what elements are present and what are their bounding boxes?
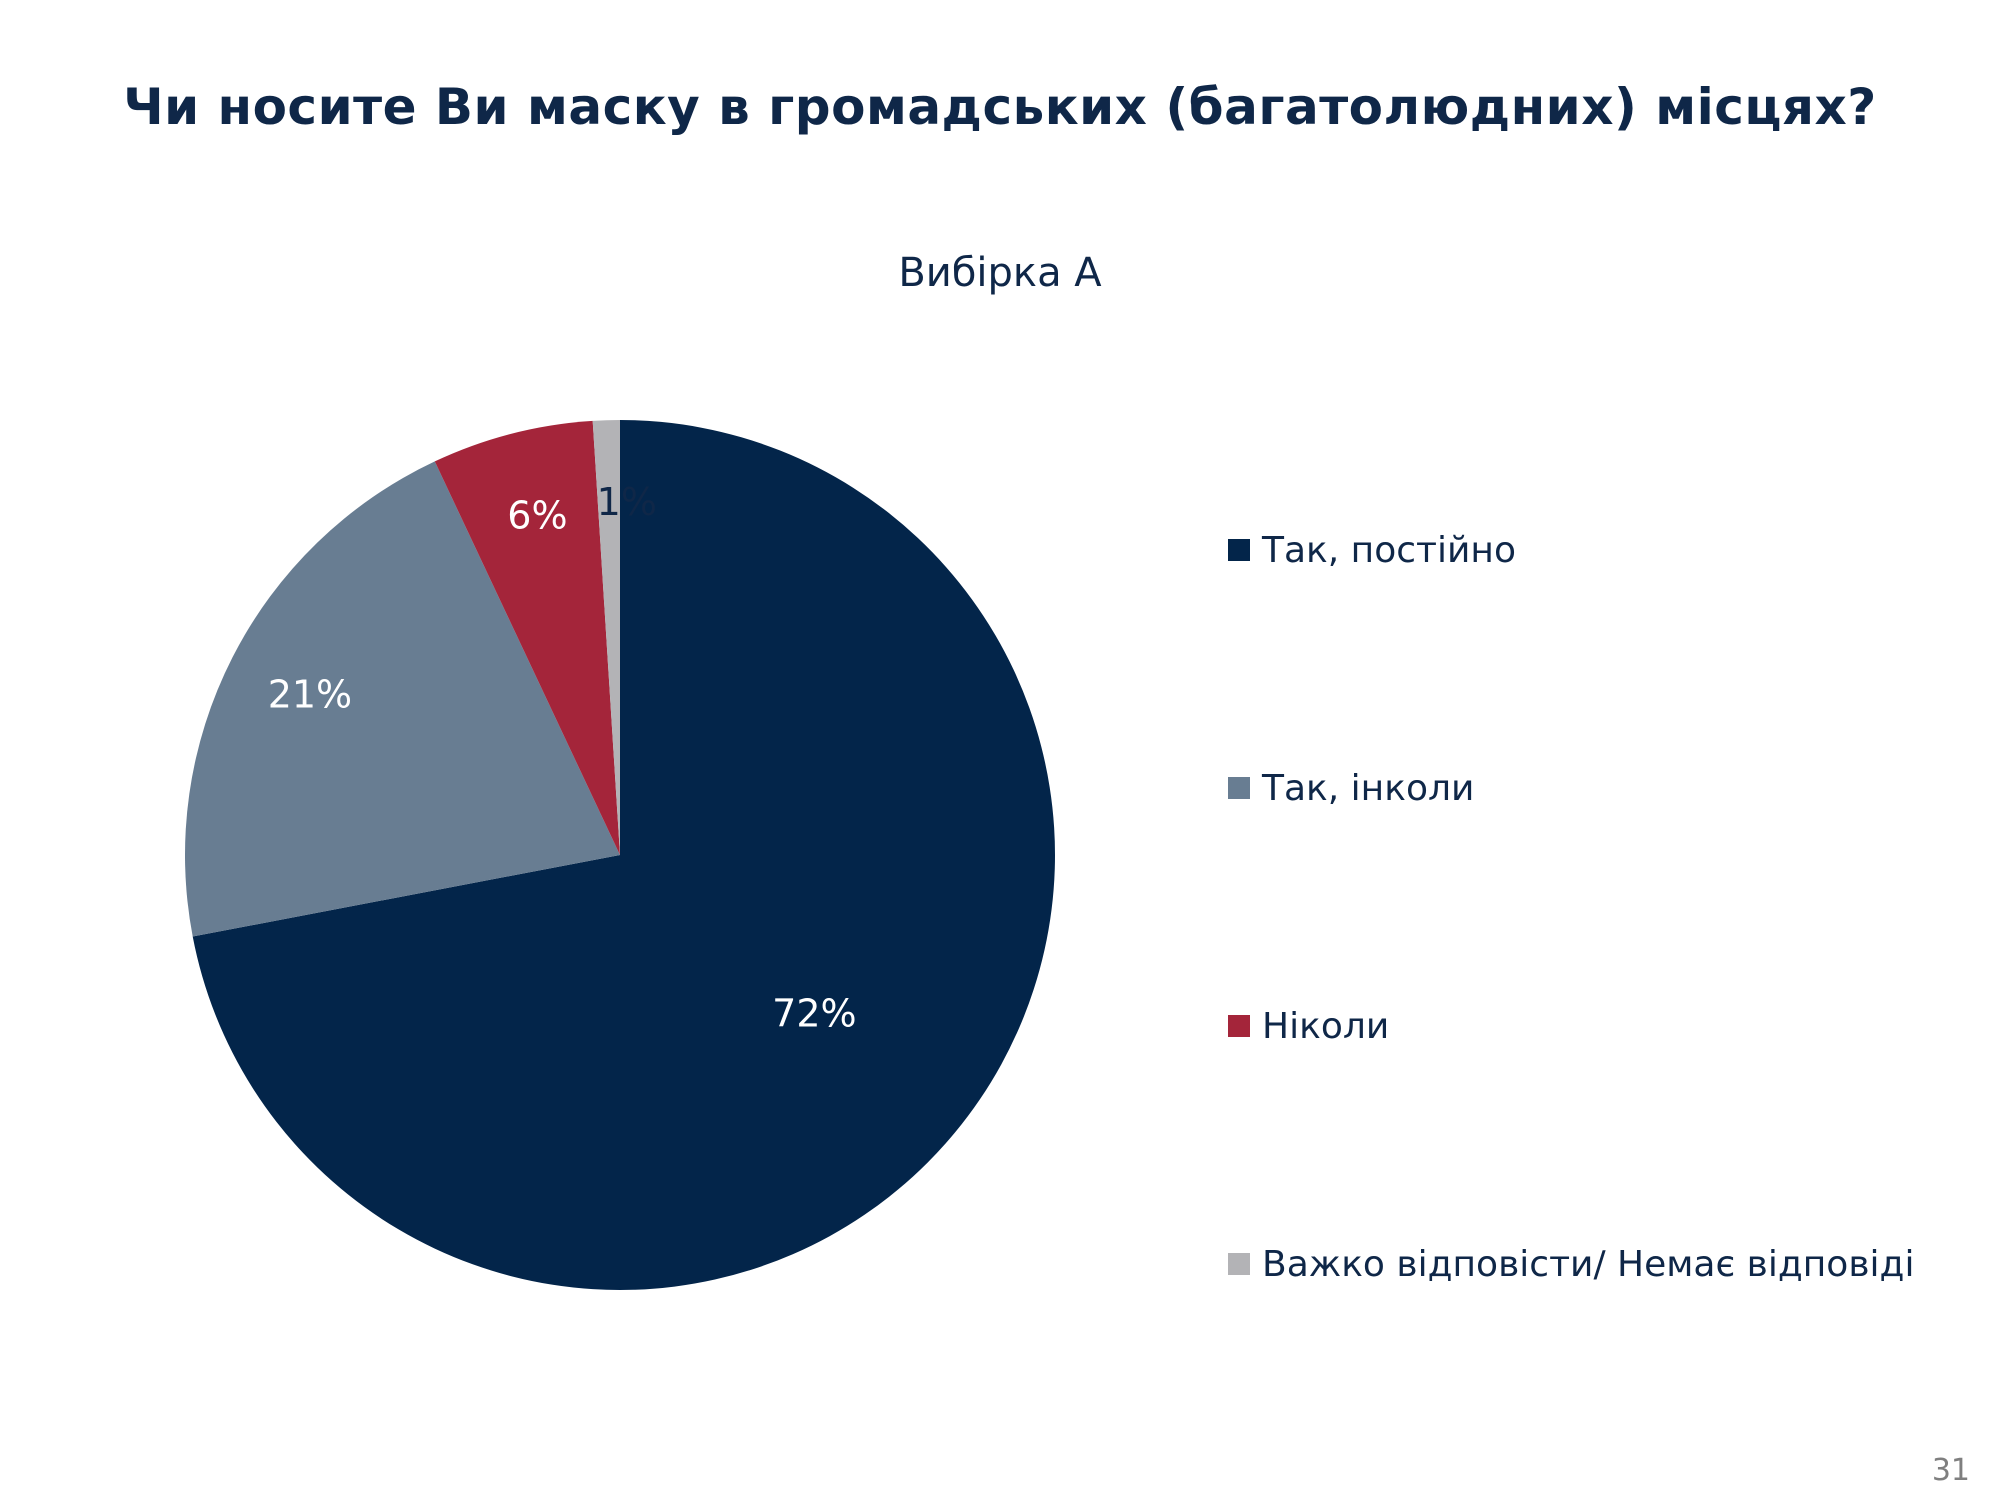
pie-data-labels: 72% 21% 6% 1%	[268, 480, 857, 1035]
legend-swatch	[1228, 777, 1250, 799]
pie-data-label-1: 72%	[772, 991, 856, 1035]
pie-data-label-4: 1%	[597, 480, 657, 524]
legend-swatch	[1228, 539, 1250, 561]
pie-data-label-3: 6%	[507, 493, 567, 537]
pie-data-label-2: 21%	[268, 673, 352, 717]
legend-label: Ніколи	[1262, 1005, 1390, 1047]
legend-label: Так, постійно	[1262, 529, 1516, 571]
legend-label: Так, інколи	[1262, 767, 1475, 809]
legend-label: Важко відповісти/ Немає відповіді	[1262, 1243, 1915, 1285]
pie-slice-2	[184, 461, 620, 937]
legend-swatch	[1228, 1253, 1250, 1275]
legend-item-3: Ніколи	[1228, 996, 1389, 1056]
legend-item-1: Так, постійно	[1228, 520, 1516, 580]
chart-title: Вибірка А	[898, 250, 1102, 296]
legend-swatch	[1228, 1015, 1250, 1037]
pie-slice-1	[192, 420, 1055, 1290]
pie-slice-3	[434, 420, 620, 855]
legend-item-4: Важко відповісти/ Немає відповіді	[1228, 1234, 1914, 1294]
pie-slice-4	[592, 420, 620, 855]
pie-slices	[184, 420, 1055, 1290]
legend-item-2: Так, інколи	[1228, 758, 1474, 818]
slide-title: Чи носите Ви маску в громадських (багато…	[123, 78, 1877, 136]
page-number: 31	[1931, 1453, 1970, 1488]
